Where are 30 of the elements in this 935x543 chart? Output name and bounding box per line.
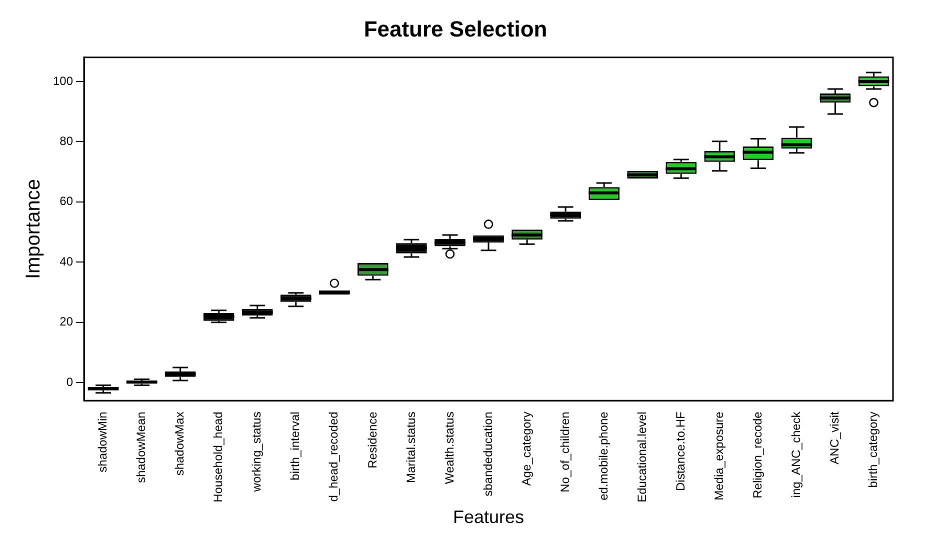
y-tick-label: 0 [66,374,74,389]
x-tick-label: ANC_visit [828,411,842,464]
y-tick-label: 80 [60,134,74,148]
x-tick-label: No_of_children [558,412,572,492]
x-tick-label: Educational.level [634,412,649,502]
x-tick-label: Distance.to.HF [673,412,688,492]
x-tick-label: birth_interval [288,412,302,480]
x-axis-title: Features [452,507,524,528]
x-tick-label: shadowMean [134,412,148,484]
x-tick-label: working_status [250,412,264,493]
x-tick-label: birth_category [866,412,880,488]
y-axis-title: Importance [22,178,45,280]
x-tick-label: d_head_recoded [326,412,341,502]
x-tick-label: Household_head [211,412,226,502]
x-tick-label: sbandeducation [480,412,495,496]
x-tick-label: shadowMax [172,412,187,476]
y-tick-label: 100 [52,74,74,88]
x-tick-label: Media_exposure [712,411,726,500]
chart-title: Feature Selection [364,16,548,42]
y-tick-label: 60 [60,194,74,208]
y-tick-label: 20 [60,314,74,329]
x-tick-label: Residence [365,411,380,468]
x-tick-label: ing_ANC_check [789,410,804,498]
x-tick-label: ed.mobile.phone [596,411,610,500]
x-tick-label: Wealth.status [442,412,456,484]
x-tick-label: Marital.status [404,412,418,484]
x-tick-label: Religion_recode [750,411,764,498]
y-tick-label: 40 [60,254,74,268]
x-tick-label: Age_category [519,412,534,486]
x-tick-label: shadowMin [96,412,110,472]
